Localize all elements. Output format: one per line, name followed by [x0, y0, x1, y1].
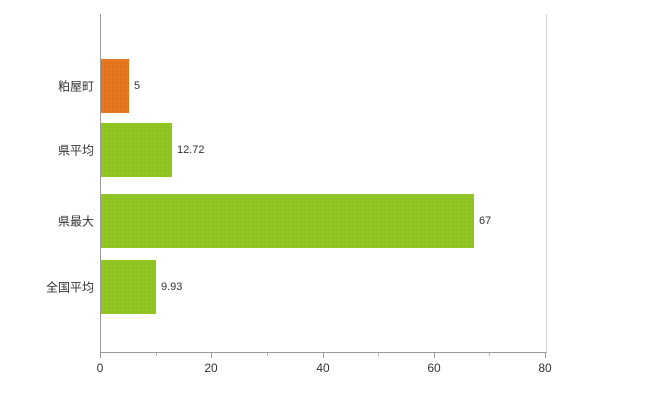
bar: [101, 123, 172, 177]
category-label: 県最大: [57, 214, 94, 229]
bar: [101, 59, 129, 113]
x-axis-minor-tick: [156, 353, 157, 356]
bar: [101, 194, 474, 248]
plot-area: 5 12.72 67 9.93: [100, 14, 547, 353]
x-axis-tick-label: 40: [316, 361, 330, 375]
x-axis-tick: [545, 353, 546, 358]
category-label: 全国平均: [45, 280, 94, 295]
x-axis-tick: [211, 353, 212, 358]
category-label: 粕屋町: [57, 79, 94, 94]
x-axis-minor-tick: [489, 353, 490, 356]
x-axis-tick: [323, 353, 324, 358]
x-axis-tick-label: 0: [96, 361, 104, 375]
value-label: 12.72: [177, 144, 205, 156]
x-axis-tick-label: 80: [538, 361, 552, 375]
value-label: 67: [479, 215, 492, 227]
x-axis-minor-tick: [378, 353, 379, 356]
x-axis-tick-label: 60: [427, 361, 441, 375]
x-axis-minor-tick: [267, 353, 268, 356]
bar: [101, 260, 156, 314]
value-label: 9.93: [161, 281, 183, 293]
x-axis-tick-label: 20: [204, 361, 218, 375]
value-label: 5: [134, 80, 141, 92]
category-label: 県平均: [57, 143, 94, 158]
x-axis-tick: [100, 353, 101, 358]
x-axis-tick: [434, 353, 435, 358]
